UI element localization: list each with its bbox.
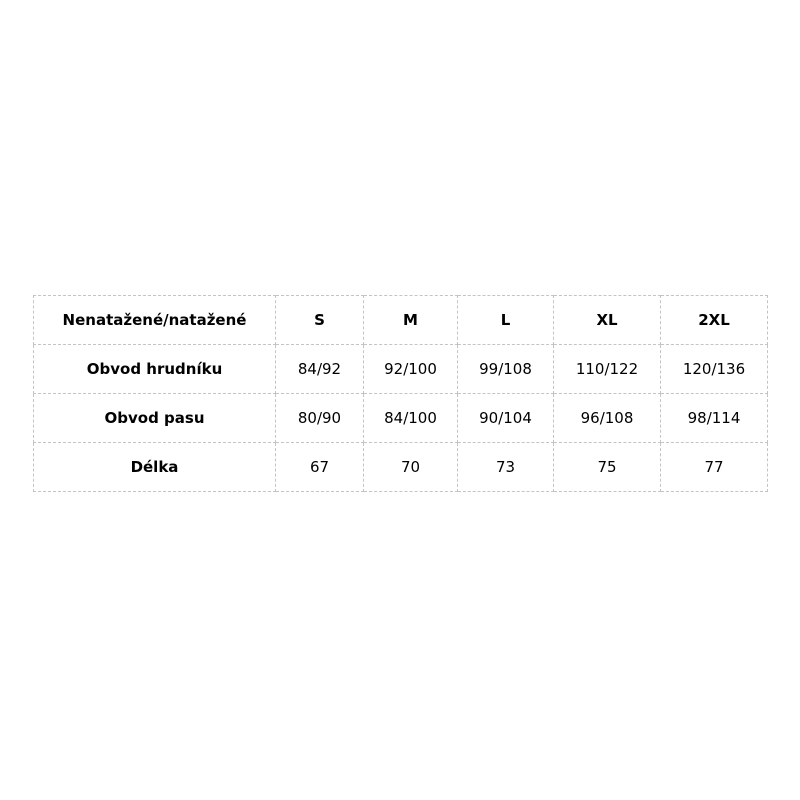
row-label-chest: Obvod hrudníku — [33, 344, 276, 394]
column-header-2xl: 2XL — [660, 295, 768, 345]
cell-chest-2xl: 120/136 — [660, 344, 768, 394]
column-header-xl: XL — [553, 295, 661, 345]
cell-length-2xl: 77 — [660, 442, 768, 492]
cell-chest-xl: 110/122 — [553, 344, 661, 394]
column-header-label: Nenatažené/natažené — [33, 295, 276, 345]
column-header-m: M — [363, 295, 458, 345]
cell-length-l: 73 — [457, 442, 554, 492]
cell-waist-xl: 96/108 — [553, 393, 661, 443]
table-header-row: Nenatažené/natažené S M L XL 2XL — [33, 295, 768, 345]
table-row-waist: Obvod pasu 80/90 84/100 90/104 96/108 98… — [33, 393, 768, 443]
cell-length-m: 70 — [363, 442, 458, 492]
cell-chest-l: 99/108 — [457, 344, 554, 394]
column-header-s: S — [275, 295, 364, 345]
cell-waist-2xl: 98/114 — [660, 393, 768, 443]
row-label-length: Délka — [33, 442, 276, 492]
cell-chest-m: 92/100 — [363, 344, 458, 394]
row-label-waist: Obvod pasu — [33, 393, 276, 443]
cell-waist-s: 80/90 — [275, 393, 364, 443]
table-row-length: Délka 67 70 73 75 77 — [33, 442, 768, 492]
table-row-chest: Obvod hrudníku 84/92 92/100 99/108 110/1… — [33, 344, 768, 394]
cell-waist-m: 84/100 — [363, 393, 458, 443]
cell-length-xl: 75 — [553, 442, 661, 492]
size-chart-table: Nenatažené/natažené S M L XL 2XL Obvod h… — [33, 295, 768, 492]
column-header-l: L — [457, 295, 554, 345]
cell-waist-l: 90/104 — [457, 393, 554, 443]
cell-length-s: 67 — [275, 442, 364, 492]
cell-chest-s: 84/92 — [275, 344, 364, 394]
